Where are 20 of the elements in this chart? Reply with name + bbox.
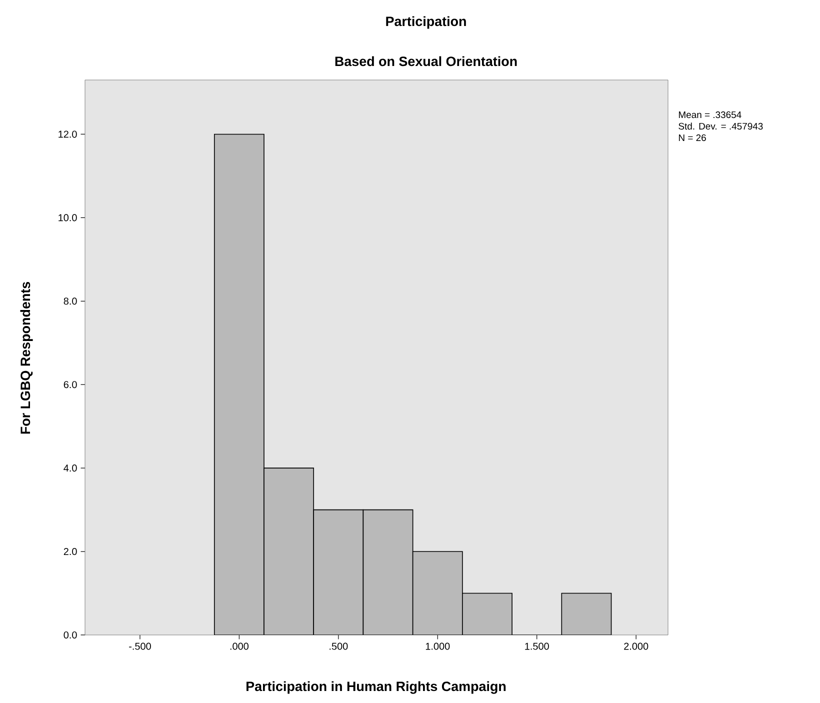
y-axis-title: For LGBQ Respondents: [20, 282, 33, 434]
x-tick-label: 2.000: [624, 642, 648, 650]
y-tick-label: 8.0: [64, 298, 77, 305]
x-tick-label: 1.500: [525, 642, 549, 650]
y-tick-label: 2.0: [64, 548, 77, 556]
y-tick-label: 4.0: [64, 464, 77, 472]
x-tick-label: 1.000: [426, 642, 450, 650]
chart-subtitle: Based on Sexual Orientation: [335, 56, 517, 66]
x-tick-label: -.500: [129, 642, 151, 650]
y-tick-label: 6.0: [64, 381, 77, 388]
text: Mean = .33654: [678, 111, 742, 118]
y-tick-label: 0.0: [64, 631, 77, 639]
text: N = 26: [678, 134, 706, 142]
y-tick-label: 12.0: [58, 130, 77, 138]
chart-title: Participation: [386, 16, 466, 29]
text: Std. Dev. = .457943: [678, 122, 763, 130]
x-axis-title: Participation in Human Rights Campaign: [246, 681, 506, 694]
y-tick-label: 10.0: [58, 214, 77, 222]
x-tick-label: .000: [230, 642, 249, 650]
x-tick-label: .500: [330, 642, 348, 650]
